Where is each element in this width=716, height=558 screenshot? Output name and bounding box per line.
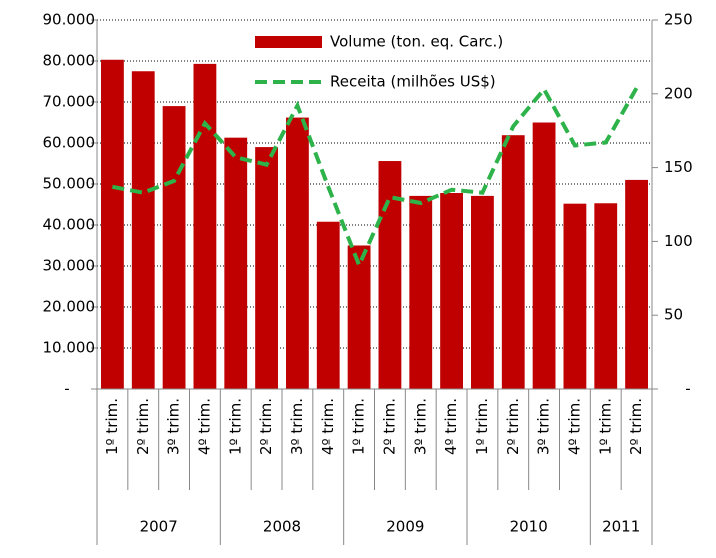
bar: [409, 195, 433, 389]
group-label: 2010: [510, 518, 548, 536]
y-tick-label: 50.000: [43, 175, 96, 193]
bar: [162, 106, 186, 389]
y-tick-label: 20.000: [43, 298, 96, 316]
bar: [378, 161, 402, 389]
bar: [563, 203, 587, 389]
bar: [532, 122, 556, 389]
y-tick-label: -: [64, 380, 69, 398]
bar: [131, 71, 155, 389]
x-tick-label: 2º trim.: [380, 398, 398, 455]
x-tick-label: 1º trim.: [226, 398, 244, 455]
y-tick-label: 70.000: [43, 93, 96, 111]
bar: [471, 195, 494, 389]
y-tick-label: 10.000: [43, 339, 96, 357]
bar: [255, 147, 278, 389]
bar: [440, 193, 463, 389]
group-label: 2007: [140, 518, 178, 536]
y-tick-label: 40.000: [43, 216, 96, 234]
x-tick-label: 3º trim.: [535, 398, 553, 455]
bar: [286, 117, 309, 389]
x-tick-label: 1º trim.: [103, 398, 121, 455]
group-label: 2008: [263, 518, 301, 536]
bar: [193, 63, 217, 390]
x-tick-label: 4º trim.: [195, 398, 213, 455]
x-tick-label: 2º trim.: [257, 398, 275, 455]
bar: [101, 59, 124, 390]
bar: [347, 245, 371, 389]
y-tick-label: 30.000: [43, 257, 96, 275]
x-tick-label: 3º trim.: [411, 398, 429, 455]
y2-tick-label: 200: [664, 84, 693, 102]
line: [112, 85, 639, 271]
x-tick-label: 1º trim.: [596, 398, 614, 455]
bar: [594, 203, 618, 389]
x-tick-label: 4º trim.: [565, 398, 583, 455]
bar: [625, 179, 648, 389]
y2-tick-label: 50: [664, 306, 683, 324]
bar: [501, 135, 525, 389]
x-tick-label: 3º trim.: [288, 398, 306, 455]
legend-label: Volume (ton. eq. Carc.): [330, 33, 503, 51]
x-tick-label: 2º trim.: [504, 398, 522, 455]
bar: [316, 221, 340, 389]
y2-tick-label: 250: [664, 11, 693, 29]
group-label: 2011: [602, 518, 640, 536]
x-tick-label: 1º trim.: [473, 398, 491, 455]
y-tick-label: 90.000: [43, 11, 96, 29]
group-label: 2009: [386, 518, 424, 536]
x-tick-label: 4º trim.: [442, 398, 460, 455]
bar: [224, 137, 248, 389]
y2-tick-label: -: [685, 380, 690, 398]
x-tick-label: 2º trim.: [627, 398, 645, 455]
y2-tick-label: 100: [664, 232, 693, 250]
legend-label: Receita (milhões US$): [330, 73, 496, 91]
x-tick-label: 4º trim.: [319, 398, 337, 455]
y2-tick-label: 150: [664, 158, 693, 176]
legend-swatch: [255, 36, 322, 48]
y-tick-label: 80.000: [43, 52, 96, 70]
x-tick-label: 2º trim.: [134, 398, 152, 455]
x-tick-label: 1º trim.: [350, 398, 368, 455]
x-tick-label: 3º trim.: [165, 398, 183, 455]
y-tick-label: 60.000: [43, 134, 96, 152]
